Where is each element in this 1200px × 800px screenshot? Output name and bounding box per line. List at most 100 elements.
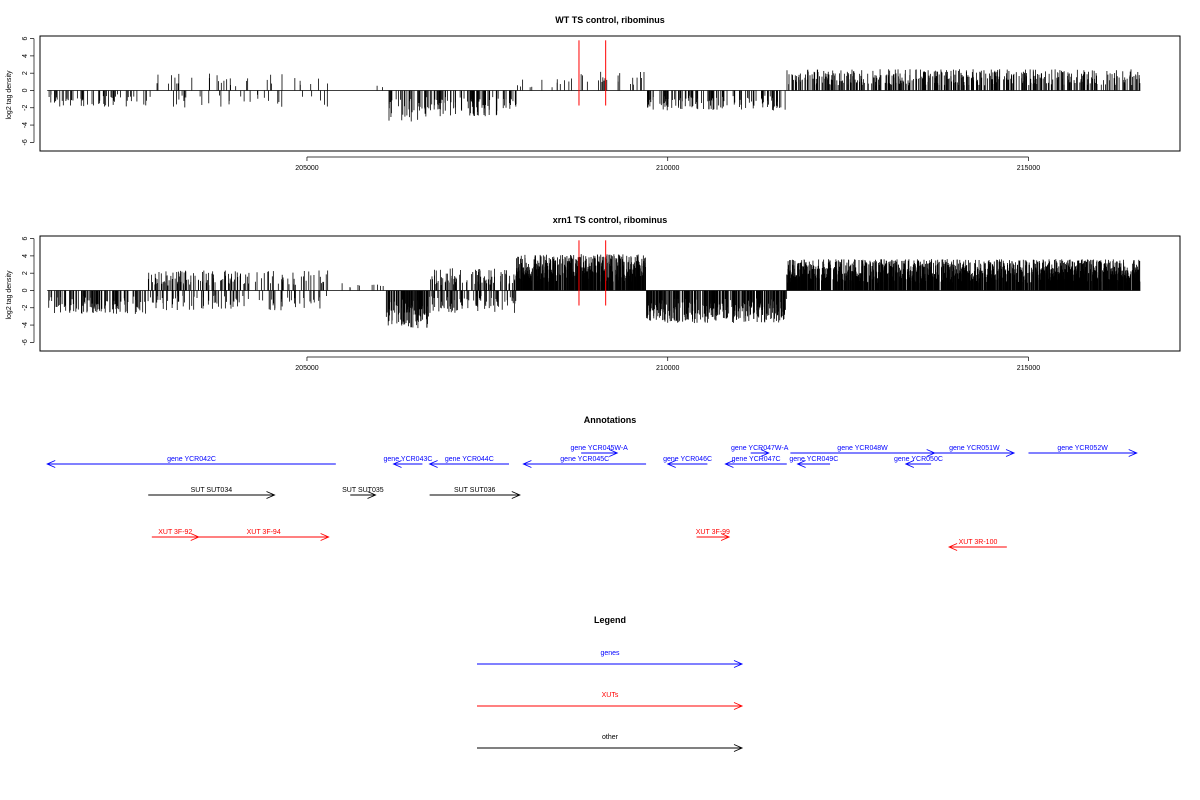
y-tick-label: -4: [22, 122, 29, 128]
annotations-panel: Annotations gene YCR042C gene YCR043C gene…: [46, 415, 1138, 551]
feature-label: XUT 3F-99: [696, 529, 730, 536]
y-tick-label: 2: [22, 271, 29, 275]
y-tick-label: -6: [22, 139, 29, 145]
signal-bars: [47, 254, 1141, 329]
y-tick-label: -2: [22, 305, 29, 311]
feature-label: gene YCR046C: [663, 456, 712, 463]
y-axis: -6 -4 -2 0 2 4 6: [22, 37, 35, 145]
annotation-features: gene YCR042C gene YCR043C gene YCR044C gene…: [46, 445, 1138, 551]
y-axis-label: log2 tag density: [6, 70, 13, 120]
annotation-feature: gene YCR047W-A: [731, 445, 789, 457]
y-tick-label: 2: [22, 71, 29, 75]
x-tick-label: 215000: [1017, 365, 1040, 372]
y-axis: -6 -4 -2 0 2 4 6: [22, 237, 35, 345]
feature-label: gene YCR045W-A: [571, 445, 629, 452]
annotation-feature: gene YCR042C: [46, 456, 336, 468]
annotation-feature: SUT SUT035: [342, 487, 384, 499]
y-tick-label: 6: [22, 237, 29, 241]
feature-arrow-head: [522, 460, 532, 468]
annotation-feature: gene YCR044C: [428, 456, 509, 468]
legend-arrow-head: [733, 744, 744, 752]
panel-title: xrn1 TS control, ribominus: [553, 215, 668, 225]
plot-frame: [39, 235, 1181, 352]
signal-bars: [47, 69, 1141, 122]
annotation-feature: gene YCR047C: [724, 456, 787, 468]
feature-arrow-head: [367, 491, 377, 499]
feature-label: gene YCR043C: [384, 456, 433, 463]
feature-arrow-head: [392, 460, 402, 468]
annotation-feature: gene YCR051W: [934, 445, 1016, 457]
feature-arrow-head: [428, 460, 438, 468]
legend-label: other: [602, 734, 619, 741]
legend-label: XUTs: [602, 692, 619, 699]
feature-label: XUT 3F-94: [247, 529, 281, 536]
annotation-feature: gene YCR052W: [1028, 445, 1138, 457]
feature-label: gene YCR047W-A: [731, 445, 789, 452]
x-axis: 205000 210000 215000: [295, 156, 1040, 172]
feature-label: XUT 3R-100: [959, 539, 998, 546]
annotation-feature: XUT 3R-100: [947, 539, 1007, 551]
y-tick-label: 6: [22, 37, 29, 41]
annotation-feature: gene YCR046C: [663, 456, 712, 468]
annotation-feature: XUT 3F-94: [198, 529, 330, 541]
red-markers: [578, 40, 607, 106]
xrn1-signal-panel: xrn1 TS control, ribominus log2 tag dens…: [6, 215, 1181, 372]
legend: Legend genes XUTs other: [477, 615, 744, 752]
feature-arrow-head: [1005, 449, 1016, 457]
annotation-feature: gene YCR043C: [384, 456, 433, 468]
feature-label: gene YCR049C: [789, 456, 838, 463]
feature-arrow-head: [511, 491, 521, 499]
feature-arrow-head: [720, 533, 731, 541]
annotation-feature: gene YCR045C: [522, 456, 647, 468]
y-tick-label: 4: [22, 54, 29, 58]
legend-entry: XUTs: [477, 692, 744, 710]
feature-arrow-head: [796, 460, 806, 468]
y-tick-label: -2: [22, 105, 29, 111]
wt-signal-panel: WT TS control, ribominus log2 tag densit…: [6, 15, 1181, 172]
y-axis-label: log2 tag density: [6, 270, 13, 320]
legend-arrow-head: [733, 660, 744, 668]
legend-entry: other: [477, 734, 744, 752]
x-tick-label: 210000: [656, 365, 679, 372]
feature-arrow-head: [904, 460, 915, 468]
feature-arrow-head: [947, 543, 958, 551]
legend-entry: genes: [477, 650, 744, 668]
annotations-title: Annotations: [584, 415, 637, 425]
feature-arrow-head: [724, 460, 734, 468]
feature-label: XUT 3F-92: [158, 529, 192, 536]
feature-label: SUT SUT034: [191, 487, 233, 494]
legend-title: Legend: [594, 615, 626, 625]
red-markers: [578, 240, 607, 306]
feature-arrow-head: [760, 449, 770, 457]
x-tick-label: 205000: [295, 165, 318, 172]
annotation-feature: gene YCR049C: [789, 456, 838, 468]
feature-label: gene YCR050C: [894, 456, 943, 463]
feature-label: SUT SUT036: [454, 487, 496, 494]
annotation-feature: XUT 3F-92: [151, 529, 200, 541]
y-tick-label: 0: [22, 288, 29, 292]
y-tick-label: 4: [22, 254, 29, 258]
feature-label: SUT SUT035: [342, 487, 384, 494]
x-tick-label: 205000: [295, 365, 318, 372]
x-axis: 205000 210000 215000: [295, 356, 1040, 372]
feature-label: gene YCR044C: [445, 456, 494, 463]
feature-arrow-head: [609, 449, 619, 457]
annotation-feature: XUT 3F-99: [696, 529, 731, 541]
feature-arrow-head: [266, 491, 276, 499]
feature-label: gene YCR042C: [167, 456, 216, 463]
annotation-feature: SUT SUT036: [429, 487, 521, 499]
feature-arrow-head: [46, 460, 56, 468]
feature-label: gene YCR047C: [732, 456, 781, 463]
x-tick-label: 215000: [1017, 165, 1040, 172]
annotation-feature: gene YCR050C: [894, 456, 943, 468]
feature-label: gene YCR051W: [949, 445, 1000, 452]
plot-frame: [39, 35, 1181, 152]
feature-arrow-head: [1128, 449, 1138, 457]
feature-arrow-head: [320, 533, 330, 541]
y-tick-label: -6: [22, 339, 29, 345]
legend-label: genes: [600, 650, 620, 657]
annotation-feature: SUT SUT034: [148, 487, 276, 499]
feature-label: gene YCR052W: [1057, 445, 1108, 452]
y-tick-label: 0: [22, 88, 29, 92]
